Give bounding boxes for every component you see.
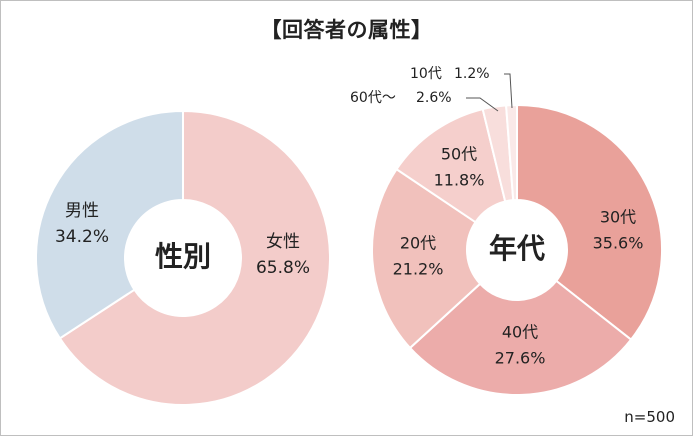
slice-label-name: 男性 <box>65 201 99 221</box>
slice-label-value: 35.6% <box>593 234 644 253</box>
slice-age-5 <box>505 103 518 202</box>
slice-female <box>58 109 331 406</box>
slice-label-name: 40代 <box>502 323 538 342</box>
slice-label-value: 2.6% <box>416 90 452 106</box>
center-label-gender: 性別 <box>155 240 211 273</box>
slice-age-1 <box>408 279 633 396</box>
slice-label-name: 女性 <box>266 232 300 252</box>
slice-label-value: 1.2% <box>454 66 490 82</box>
slice-label-value: 34.2% <box>55 227 109 247</box>
slice-label-name: 60代～ <box>350 90 396 106</box>
chart-title: 【回答者の属性】 <box>260 18 433 42</box>
slice-label-value: 65.8% <box>256 258 310 278</box>
slice-label-value: 27.6% <box>495 349 546 368</box>
slice-label-name: 10代 <box>410 66 442 82</box>
slice-age-0 <box>516 103 663 341</box>
slice-age-2 <box>371 167 482 350</box>
leader-line-10 <box>504 73 513 109</box>
center-label-age: 年代 <box>489 232 545 265</box>
leader-line-60 <box>466 97 499 112</box>
sample-size-note: n=500 <box>624 408 675 426</box>
slice-label-name: 30代 <box>600 208 636 227</box>
slice-label-value: 21.2% <box>393 260 444 279</box>
slice-label-name: 20代 <box>400 234 436 253</box>
slice-label-value: 11.8% <box>434 171 485 190</box>
slice-male <box>35 109 184 340</box>
slice-label-name: 50代 <box>441 145 477 164</box>
